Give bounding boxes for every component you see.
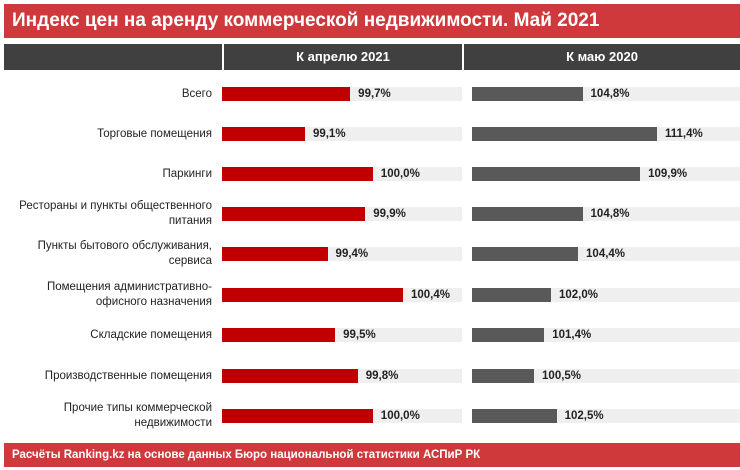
bar-april-2021 [222, 369, 358, 383]
bar-april-2021 [222, 328, 336, 342]
data-label: 99,1% [312, 128, 346, 140]
bar-april-2021 [222, 127, 305, 141]
data-label: 111,4% [664, 128, 703, 140]
category-label: Пункты бытового обслуживания, сервиса [37, 240, 212, 267]
header-blank [4, 44, 222, 70]
data-label: 104,8% [590, 88, 630, 100]
data-label: 99,5% [343, 329, 376, 341]
bar-may-2020 [472, 87, 583, 101]
data-label: 100,4% [410, 289, 450, 301]
data-label: 100,5% [542, 370, 582, 382]
data-label: 100,0% [380, 168, 420, 180]
series-header-1: К апрелю 2021 [224, 44, 462, 70]
bar-may-2020 [472, 288, 551, 302]
data-label: 104,4% [586, 248, 626, 260]
category-label: Складские помещения [90, 328, 212, 341]
category-label: Торговые помещения [97, 127, 212, 140]
category-label: Прочие типы коммерческой недвижимости [63, 402, 212, 429]
data-label: 102,5% [564, 410, 604, 422]
source-note: Расчёты Ranking.kz на основе данных Бюро… [4, 443, 740, 467]
data-label: 99,9% [373, 208, 406, 220]
category-label: Помещения административно-офисного назна… [46, 281, 212, 308]
bar-april-2021 [222, 207, 366, 221]
bar-april-2021 [222, 87, 351, 101]
bar-may-2020 [472, 369, 535, 383]
data-label: 99,8% [365, 370, 399, 382]
data-label: 100,0% [380, 410, 420, 422]
bar-may-2020 [472, 328, 545, 342]
bar-may-2020 [472, 207, 583, 221]
bar-april-2021 [222, 247, 328, 261]
bar-may-2020 [472, 127, 657, 141]
bar-april-2021 [222, 409, 373, 423]
bar-april-2021 [222, 167, 373, 181]
category-label: Производственные помещения [44, 369, 212, 382]
category-label: Паркинги [162, 167, 212, 180]
bar-april-2021 [222, 288, 403, 302]
bar-may-2020 [472, 247, 579, 261]
bar-may-2020 [472, 409, 557, 423]
series-header-2: К маю 2020 [464, 44, 740, 70]
data-label: 99,7% [358, 88, 391, 100]
data-label: 109,9% [648, 168, 688, 180]
bar-may-2020 [472, 167, 641, 181]
data-label: 104,8% [590, 208, 630, 220]
data-label: 99,4% [335, 248, 369, 260]
category-label: Всего [181, 87, 212, 100]
data-label: 101,4% [552, 329, 592, 341]
data-label: 102,0% [558, 289, 598, 301]
bar-track [472, 369, 740, 383]
category-label: Рестораны и пункты общественного питания [19, 200, 212, 227]
chart-title: Индекс цен на аренду коммерческой недвиж… [4, 4, 740, 38]
